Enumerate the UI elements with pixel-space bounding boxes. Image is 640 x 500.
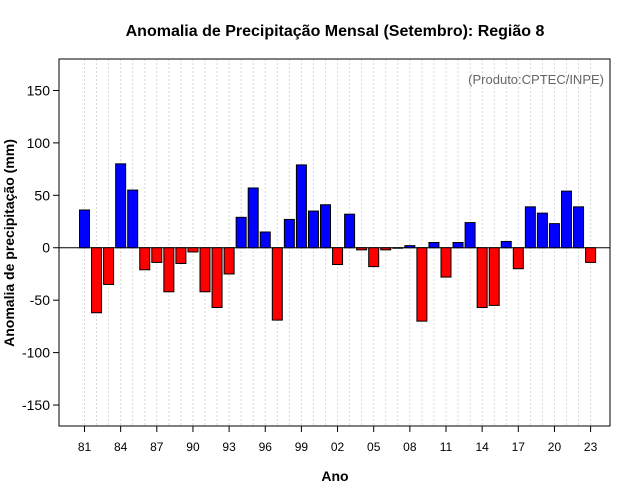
bar-1985: [127, 189, 139, 249]
bar-1999: [295, 164, 307, 249]
bar-1997: [271, 247, 283, 321]
x-axis-title: Ano: [321, 468, 348, 484]
bar-1991: [199, 247, 211, 293]
plot-frame: [58, 58, 611, 427]
bar-2004: [356, 247, 368, 251]
bar-1987: [151, 247, 163, 263]
bar-2007: [392, 247, 404, 249]
credit-label: (Produto:CPTEC/INPE): [468, 72, 604, 87]
bar-1992: [211, 247, 223, 309]
y-tick-label: -50: [30, 292, 50, 308]
bar-2018: [524, 206, 536, 249]
x-tick-label: 08: [403, 440, 417, 454]
x-tick-label: 20: [548, 440, 562, 454]
bar-2002: [332, 247, 344, 266]
bar-1983: [103, 247, 115, 285]
bar-2021: [561, 190, 572, 249]
bar-2000: [307, 210, 319, 249]
x-axis: 81 84 87 90 93 96 99 02 05 08 11 14 17 20 23: [78, 426, 598, 454]
chart-title: Anomalia de Precipitação Mensal (Setembr…: [126, 23, 545, 40]
x-tick-label: 11: [440, 440, 453, 454]
y-tick-label: 0: [42, 240, 50, 256]
x-tick-label: 23: [584, 440, 598, 454]
bar-2014: [476, 247, 488, 309]
bar-2015: [488, 247, 500, 306]
y-tick-label: -150: [22, 397, 50, 413]
bar-2005: [368, 247, 380, 268]
bar-2022: [573, 206, 585, 249]
x-tick-label: 84: [114, 440, 128, 454]
bar-1981: [79, 209, 90, 249]
bar-1989: [175, 247, 187, 264]
bar-1982: [91, 247, 103, 314]
bar-2001: [320, 204, 331, 249]
bar-2010: [428, 242, 440, 249]
y-tick-label: 50: [34, 187, 50, 203]
bar-1993: [223, 247, 235, 275]
x-tick-label: 02: [331, 440, 345, 454]
bar-1995: [247, 187, 259, 249]
bar-2020: [548, 223, 560, 249]
bar-2016: [500, 240, 512, 249]
bars: [79, 163, 597, 322]
x-tick-label: 17: [512, 440, 526, 454]
bar-2006: [380, 247, 392, 251]
bar-1986: [139, 247, 151, 271]
x-tick-label: 96: [259, 440, 273, 454]
y-tick-label: 150: [27, 82, 51, 98]
bar-2019: [536, 212, 548, 249]
x-tick-label: 87: [150, 440, 164, 454]
x-tick-label: 14: [475, 440, 489, 454]
bar-2008: [404, 245, 416, 249]
bar-2017: [512, 247, 524, 270]
y-tick-label: -100: [22, 345, 50, 361]
x-tick-label: 05: [367, 440, 381, 454]
bar-1984: [115, 163, 127, 249]
bar-2023: [585, 247, 597, 263]
y-tick-label: 100: [27, 135, 51, 151]
bar-2012: [452, 242, 464, 249]
y-axis: -150 -100 -50 0 50 100 150: [22, 82, 59, 413]
x-tick-label: 93: [222, 440, 236, 454]
x-tick-label: 99: [295, 440, 309, 454]
bar-1996: [259, 231, 271, 249]
bar-2013: [464, 222, 476, 249]
bar-2009: [416, 247, 428, 322]
bar-1998: [283, 218, 295, 249]
bar-1990: [187, 247, 199, 253]
bar-2011: [440, 247, 452, 278]
y-axis-title: Anomalia de precipitação (mm): [1, 139, 17, 347]
bar-1988: [163, 247, 175, 293]
bar-2003: [344, 213, 356, 249]
gridlines: [84, 59, 592, 426]
x-tick-label: 81: [78, 440, 92, 454]
x-tick-label: 90: [186, 440, 200, 454]
bar-1994: [235, 216, 247, 249]
